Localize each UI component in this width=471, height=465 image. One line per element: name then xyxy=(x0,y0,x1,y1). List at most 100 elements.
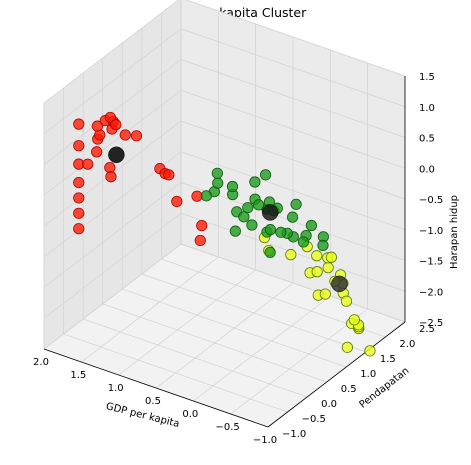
scatter-point xyxy=(73,118,85,130)
z-tick-label: −2.5 xyxy=(419,318,443,329)
scatter-point xyxy=(285,249,297,261)
z-tick-label: 1.5 xyxy=(419,72,435,83)
tick-labels: 2.01.51.00.50.0−0.5−1.0−1.0−0.50.00.51.0… xyxy=(33,72,443,446)
grid-line-x xyxy=(118,269,256,376)
x-tick-label: 0.5 xyxy=(145,396,161,407)
scatter-point xyxy=(259,169,272,181)
z-tick-label: 0.0 xyxy=(419,164,435,175)
scatter-point xyxy=(253,199,265,211)
y-tick-label: 2.0 xyxy=(399,339,415,350)
x-tick-label: 0.0 xyxy=(182,409,198,420)
z-axis-label: Harapan hidup xyxy=(449,195,460,269)
scatter-point xyxy=(130,130,143,142)
grid-line-y xyxy=(63,333,288,413)
scatter-point xyxy=(163,169,175,181)
x-tick-label: −0.5 xyxy=(216,422,240,433)
y-tick-label: 2.5 xyxy=(419,324,435,335)
z-tick-label: −1.0 xyxy=(419,226,443,237)
y-tick-label: 0.0 xyxy=(321,399,337,410)
scatter-point xyxy=(364,345,376,357)
scatter-point xyxy=(191,190,203,202)
grid-line-z xyxy=(43,212,182,319)
scatter-point xyxy=(91,120,103,132)
centroid-point xyxy=(108,146,125,164)
scatter-point xyxy=(211,167,223,179)
centroid-point xyxy=(261,204,279,221)
scatter-point xyxy=(249,176,261,188)
scatter-point xyxy=(119,129,131,141)
scatter-point xyxy=(305,219,318,232)
scatter-point xyxy=(311,250,323,262)
scatter-point xyxy=(319,288,331,300)
x-tick-label: −1.0 xyxy=(253,435,277,446)
x-axis-line xyxy=(43,348,269,428)
scatter-point xyxy=(212,177,224,189)
scatter-point xyxy=(311,266,323,278)
scatter-point xyxy=(264,224,276,236)
grid-line-z xyxy=(43,89,182,196)
x-tick-label: 2.0 xyxy=(33,357,49,368)
scatter-point xyxy=(341,341,353,353)
scatter-point xyxy=(275,226,287,238)
grid-line-z xyxy=(180,151,406,231)
grid-line-y xyxy=(83,318,308,398)
x-tick-label: 1.0 xyxy=(108,383,124,394)
grid-line-y xyxy=(141,273,366,353)
scatter-point xyxy=(286,211,299,223)
y-tick-label: −0.5 xyxy=(302,414,326,425)
y-tick-label: 1.5 xyxy=(380,354,396,365)
x-tick-label: 1.5 xyxy=(70,370,86,381)
scatter-point xyxy=(82,158,94,170)
z-tick-label: 1.0 xyxy=(419,103,435,114)
z-tick-label: −2.0 xyxy=(419,287,443,298)
scatter-point xyxy=(194,234,206,247)
scatter-point xyxy=(73,192,85,204)
scatter-point xyxy=(91,146,103,158)
scatter-point xyxy=(264,246,276,258)
x-axis-label: GDP per kapita xyxy=(105,401,181,430)
grid-line-y xyxy=(122,288,347,368)
y-axis-line xyxy=(267,321,406,428)
grid-line-z xyxy=(43,28,182,135)
grid-line-x xyxy=(193,295,331,402)
scatter-point xyxy=(105,171,117,183)
scatter-point xyxy=(226,180,239,193)
z-tick-label: −0.5 xyxy=(419,195,443,206)
scatter-point xyxy=(110,119,122,131)
grid-line-z xyxy=(180,59,406,138)
grid-line-z xyxy=(180,120,406,200)
scatter-point xyxy=(196,220,208,232)
scatter-point xyxy=(322,262,334,274)
grid-line-z xyxy=(43,0,179,104)
scatter-point xyxy=(290,198,302,210)
centroid-point xyxy=(331,275,348,293)
y-tick-label: 0.5 xyxy=(341,384,357,395)
grid-line-z xyxy=(43,243,182,350)
scatter-point xyxy=(340,295,353,307)
z-tick-label: −1.5 xyxy=(419,257,443,268)
scatter-point xyxy=(171,195,183,208)
axes-panes xyxy=(43,0,406,428)
grid-line-z xyxy=(180,243,406,323)
scatter-point xyxy=(297,236,310,248)
grid-line-y xyxy=(102,303,327,383)
grid-line-z xyxy=(43,182,182,288)
scatter-point xyxy=(200,190,212,202)
z-tick-label: 0.5 xyxy=(419,134,435,145)
scatter-point xyxy=(73,140,85,152)
grid-line-z xyxy=(180,28,406,108)
scatter-point xyxy=(238,211,250,223)
scatter-point xyxy=(348,314,360,326)
grid-line-x xyxy=(81,256,219,363)
y-tick-label: 1.0 xyxy=(360,369,376,380)
data-points xyxy=(73,111,376,357)
grid-line-z xyxy=(185,0,406,77)
scatter-point xyxy=(317,239,329,251)
scatter-point xyxy=(73,207,85,219)
grid-line-x xyxy=(155,282,294,389)
axis-lines xyxy=(43,76,406,428)
scatter-point xyxy=(246,219,258,231)
y-tick-label: −1.0 xyxy=(282,429,306,440)
